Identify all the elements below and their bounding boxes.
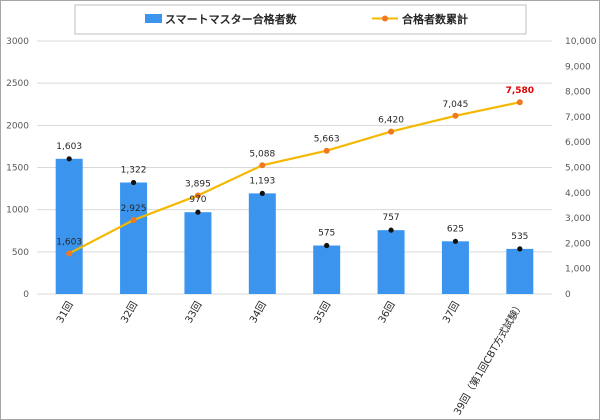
bar-point — [452, 238, 459, 244]
y-right-tick-label: 9,000 — [565, 62, 591, 72]
bar — [120, 182, 148, 294]
y-left-tick-label: 1000 — [6, 206, 29, 216]
legend-bar-swatch — [145, 14, 162, 23]
bar-point — [324, 242, 330, 249]
bar-data-label: 970 — [189, 195, 206, 205]
line-data-label: 7,580 — [506, 86, 534, 96]
legend-line-marker — [382, 15, 388, 22]
y-right-tick-label: 1,000 — [565, 265, 591, 275]
bar-data-label: 535 — [511, 232, 528, 242]
bar-data-label: 1,322 — [121, 166, 147, 176]
bar — [506, 248, 534, 294]
bar-data-label: 625 — [447, 224, 464, 234]
bar-data-label: 1,193 — [249, 176, 275, 186]
bar-data-label: 575 — [318, 229, 335, 239]
bar-point — [259, 190, 265, 196]
bar-data-label: 757 — [382, 213, 399, 223]
line-point — [516, 99, 523, 106]
line-point — [66, 250, 73, 257]
line-point — [323, 147, 330, 154]
line-data-label: 6,420 — [378, 116, 404, 126]
bar-point — [66, 156, 72, 162]
y-right-tick-label: 5,000 — [565, 164, 591, 174]
y-left-tick-label: 500 — [12, 248, 29, 258]
y-right-tick-label: 4,000 — [565, 189, 591, 199]
y-right-tick-label: 7,000 — [565, 113, 591, 123]
y-right-tick-label: 6,000 — [565, 138, 591, 148]
line-point — [388, 128, 395, 135]
line-point — [130, 216, 137, 223]
legend-bar-label: スマートマスター合格者数 — [165, 12, 298, 26]
y-left-tick-label: 1500 — [6, 164, 29, 174]
legend-line-label: 合格者数累計 — [402, 12, 468, 26]
bar-point — [130, 179, 137, 186]
line-data-label: 2,925 — [121, 204, 147, 214]
bar-point — [388, 227, 394, 233]
line-data-label: 3,895 — [185, 179, 211, 189]
bar — [377, 230, 405, 294]
y-right-tick-label: 3,000 — [565, 214, 591, 224]
y-right-tick-label: 10,000 — [565, 37, 597, 47]
bar-point — [195, 209, 201, 215]
y-left-tick-label: 3000 — [6, 37, 29, 47]
line-point — [194, 192, 201, 199]
y-left-tick-label: 0 — [23, 290, 29, 300]
y-left-tick-label: 2500 — [6, 79, 29, 89]
line-point — [259, 162, 266, 169]
line-data-label: 5,088 — [249, 149, 275, 159]
y-right-tick-label: 2,000 — [565, 239, 591, 249]
line-data-label: 5,663 — [314, 135, 340, 145]
bar — [248, 193, 276, 294]
cumulative-line — [68, 101, 521, 255]
line-data-label: 1,603 — [56, 237, 82, 247]
bar-point — [517, 246, 523, 252]
bar — [441, 241, 469, 294]
y-left-tick-label: 2000 — [6, 121, 29, 131]
line-point — [452, 112, 459, 119]
y-right-tick-label: 8,000 — [565, 88, 591, 98]
line-data-label: 7,045 — [443, 100, 469, 110]
y-right-tick-label: 0 — [565, 290, 571, 300]
bar — [184, 212, 212, 294]
bar — [313, 245, 341, 294]
bar-data-label: 1,603 — [56, 142, 82, 152]
bar — [55, 158, 83, 294]
